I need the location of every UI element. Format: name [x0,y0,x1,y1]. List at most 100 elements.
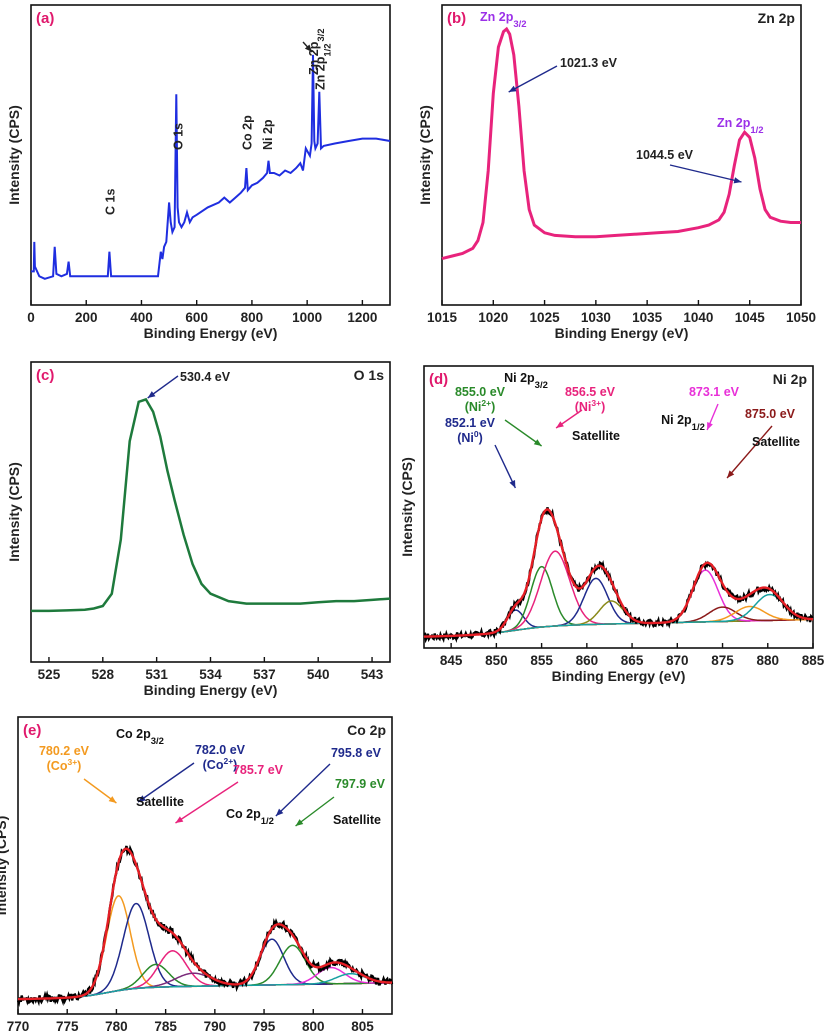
annotation-arrow [726,425,773,479]
y-axis-label: Intensity (CPS) [6,105,22,205]
x-tick-label: 845 [440,653,463,668]
panel-a-survey-chart: 0 200 400 600 800 1000 1200 Binding Energy (eV)… [6,4,391,341]
x-tick-label: 1020 [478,310,508,325]
annotation-arrow [504,419,543,447]
x-tick-label: 534 [199,667,222,682]
x-tick-label: 537 [253,667,276,682]
x-tick-label: 800 [241,310,264,325]
peak-annotation: Co 2p [240,115,254,150]
panel-label: (a) [36,10,54,27]
panel-corner-label: Ni 2p [773,371,807,387]
plot-frame [423,365,814,649]
peak-annotation: 852.1 eV [445,416,496,430]
x-tick-label: 600 [185,310,208,325]
annotation-arrow [275,763,331,817]
annotation-arrow [175,781,239,824]
annotation-arrow [669,164,742,183]
peak-annotation: Ni 2p [261,119,275,150]
panel-corner-label: Co 2p [347,722,386,738]
oxidation-state-label: (Co2+) [203,756,238,772]
x-tick-label: 540 [307,667,330,682]
peak-annotation: 1021.3 eV [560,56,618,70]
peak-annotation: 530.4 eV [180,370,231,384]
peak-annotation: 782.0 eV [195,743,246,757]
peak-annotation: 785.7 eV [233,763,284,777]
x-tick-label: 785 [154,1019,177,1033]
peak-annotation: Zn 2p3/2 [480,10,527,30]
annotation-arrow [137,762,195,803]
fit-envelope-line [423,508,814,638]
arrow-head [304,44,313,52]
x-tick-label: 800 [302,1019,325,1033]
peak-annotation: Satellite [333,813,381,827]
peak-annotation: 875.0 eV [745,407,796,421]
peak-annotation: 1044.5 eV [636,148,694,162]
x-tick-label: 1030 [581,310,611,325]
x-tick-label: 1050 [786,310,816,325]
panel-corner-label: Zn 2p [758,10,795,26]
peak-annotation: 856.5 eV [565,385,616,399]
annotation-arrow [295,796,335,827]
peak-annotation: 855.0 eV [455,385,506,399]
x-tick-label: 1040 [683,310,713,325]
arrow-head [138,795,146,802]
peak-annotation: Zn 2p1/2 [313,43,333,90]
peak-annotation: 780.2 eV [39,744,90,758]
arrow-head [509,480,516,488]
panel-label: (c) [36,367,54,384]
panel-label: (e) [23,722,41,739]
x-tick-label: 528 [92,667,115,682]
arrow-head [175,816,184,823]
peak-annotation: Ni 2p3/2 [504,371,548,391]
x-tick-label: 875 [711,653,734,668]
x-axis-label: Binding Energy (eV) [552,668,686,684]
x-tick-label: 525 [38,667,61,682]
peak-annotation: Zn 2p1/2 [717,116,764,136]
y-axis-label: Intensity (CPS) [6,462,22,562]
oxidation-state-label: (Co3+) [47,757,82,773]
peak-annotation: Ni 2p1/2 [661,413,705,433]
arrow-head [108,796,117,803]
zn2p-spectrum-line [441,26,801,261]
x-tick-label: 870 [666,653,689,668]
y-axis-label: Intensity (CPS) [399,457,415,557]
x-tick-label: 0 [27,310,35,325]
x-tick-label: 770 [7,1019,30,1033]
arrow-head [727,470,735,478]
x-tick-label: 865 [621,653,644,668]
x-tick-label: 855 [530,653,553,668]
annotation-arrow [508,65,558,93]
x-tick-label: 885 [802,653,825,668]
x-tick-label: 531 [145,667,168,682]
fit-envelope-line [18,847,392,1001]
o1s-spectrum-line [31,397,391,613]
panel-c-o1s-chart: 525 528 531 534 537 540 543 Binding Energy (eV)… [6,361,391,698]
panel-label: (b) [447,10,466,27]
arrow-head [707,422,713,430]
x-tick-label: 1025 [530,310,561,325]
oxidation-state-label: (Ni2+) [465,398,496,414]
x-tick-label: 860 [576,653,599,668]
peak-annotation: Satellite [136,795,184,809]
arrow-head [508,85,517,92]
arrow-head [147,391,156,398]
x-tick-label: 543 [361,667,384,682]
peak-annotation: C 1s [103,189,117,215]
x-tick-label: 1045 [735,310,766,325]
panel-e-co2p-chart: 770775780785790795800805Binding Energy (… [0,716,394,1033]
x-tick-label: 200 [75,310,98,325]
x-tick-label: 1015 [427,310,458,325]
panel-d-ni2p-chart: 845 850 855 860 865 870 875 880 885 Binding Energ… [399,365,825,684]
y-axis-label: Intensity (CPS) [417,105,433,205]
x-tick-label: 805 [351,1019,374,1033]
x-tick-label: 1035 [632,310,663,325]
panel-label: (d) [429,371,448,388]
x-axis-label: Binding Energy (eV) [144,682,278,698]
x-tick-label: 795 [253,1019,276,1033]
arrow-head [275,808,284,816]
peak-annotation: Satellite [572,429,620,443]
x-tick-label: 400 [130,310,153,325]
panel-corner-label: O 1s [354,367,385,383]
arrow-head [295,819,304,826]
